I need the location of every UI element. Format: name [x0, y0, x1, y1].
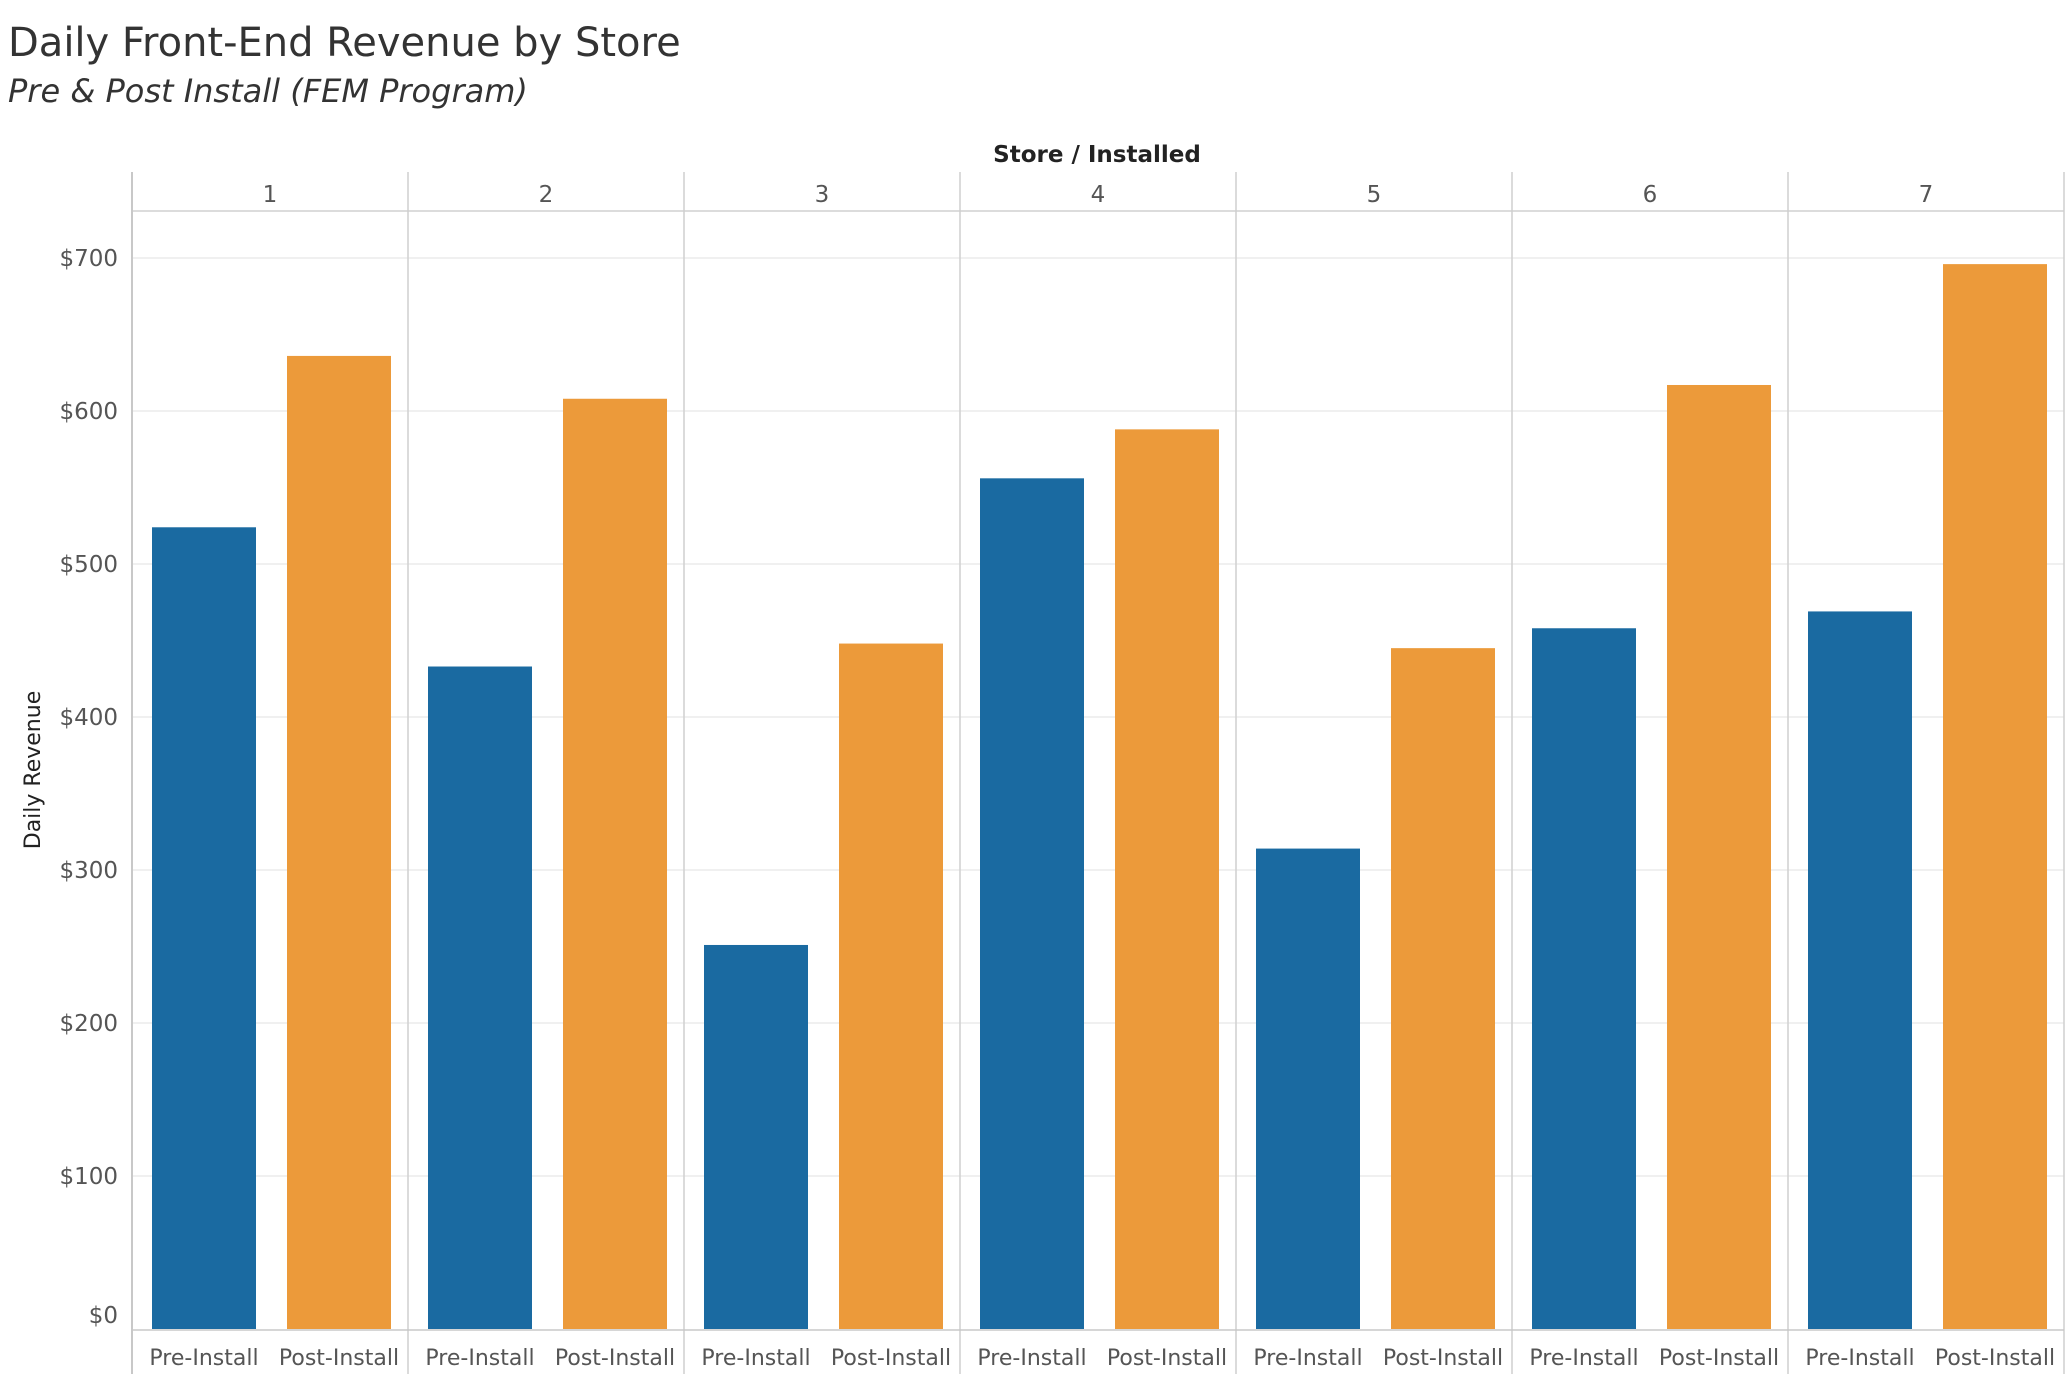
y-tick-label: $600	[59, 399, 118, 425]
x-category-label: Post-Install	[1935, 1346, 2055, 1371]
panel-frame	[131, 172, 2065, 1374]
bar-post-install	[839, 643, 943, 1329]
store-header-label: 5	[1367, 182, 1382, 208]
x-category-label: Post-Install	[1107, 1346, 1227, 1371]
x-category-label: Post-Install	[279, 1346, 399, 1371]
x-category-label: Post-Install	[831, 1346, 951, 1371]
bar-pre-install	[1808, 611, 1912, 1329]
axis-labels: $0 $100 $200 $300 $400 $500 $600 $700 1 Pre-Insta…	[59, 182, 2055, 1371]
chart-subtitle: Pre & Post Install (FEM Program)	[8, 72, 528, 110]
grid-lines	[132, 257, 2064, 1177]
x-category-label: Pre-Install	[701, 1346, 810, 1371]
y-tick-label: $400	[59, 705, 118, 731]
bar-pre-install	[704, 944, 808, 1329]
bar-pre-install	[428, 666, 532, 1329]
x-category-label: Pre-Install	[425, 1346, 534, 1371]
bar-pre-install	[1256, 848, 1360, 1329]
column-header-title: Store / Installed	[993, 142, 1201, 168]
x-category-label: Pre-Install	[977, 1346, 1086, 1371]
y-tick-label: $200	[59, 1011, 118, 1037]
x-category-label: Pre-Install	[149, 1346, 258, 1371]
bars	[152, 264, 2047, 1329]
y-tick-label: $100	[59, 1164, 118, 1190]
chart-title: Daily Front-End Revenue by Store	[8, 20, 681, 66]
y-tick-label: $0	[89, 1303, 118, 1329]
y-tick-label: $300	[59, 858, 118, 884]
bar-post-install	[563, 398, 667, 1329]
store-header-label: 7	[1919, 182, 1934, 208]
bar-pre-install	[1532, 628, 1636, 1329]
store-header-label: 4	[1091, 182, 1106, 208]
store-header-label: 3	[815, 182, 830, 208]
bar-post-install	[287, 355, 391, 1329]
bar-post-install	[1115, 429, 1219, 1329]
store-header-label: 6	[1643, 182, 1658, 208]
store-header-label: 1	[263, 182, 278, 208]
y-tick-label: $500	[59, 552, 118, 578]
x-category-label: Post-Install	[555, 1346, 675, 1371]
y-tick-label: $700	[59, 246, 118, 272]
x-category-label: Post-Install	[1383, 1346, 1503, 1371]
bar-post-install	[1667, 384, 1771, 1329]
bar-pre-install	[152, 527, 256, 1329]
x-category-label: Post-Install	[1659, 1346, 1779, 1371]
x-category-label: Pre-Install	[1253, 1346, 1362, 1371]
y-axis-label: Daily Revenue	[21, 691, 46, 849]
x-category-label: Pre-Install	[1529, 1346, 1638, 1371]
bar-pre-install	[980, 478, 1084, 1329]
bar-post-install	[1943, 264, 2047, 1329]
x-category-label: Pre-Install	[1805, 1346, 1914, 1371]
store-header-label: 2	[539, 182, 554, 208]
bar-post-install	[1391, 648, 1495, 1329]
